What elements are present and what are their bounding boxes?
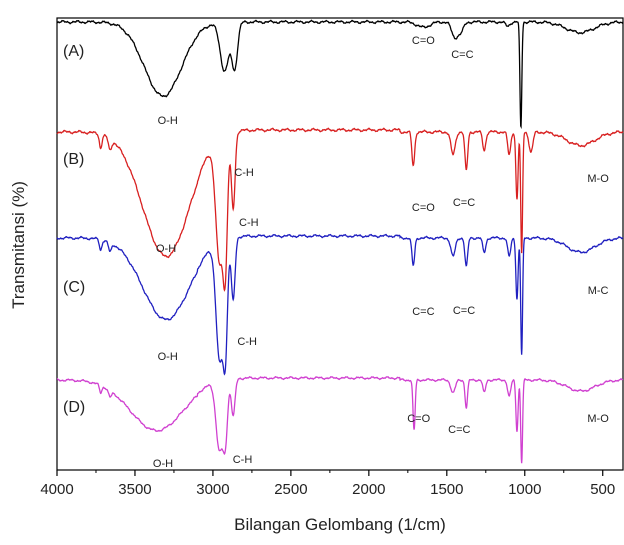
peak-label: C-H [233,454,253,466]
peak-label: O-H [153,458,173,470]
x-tick-label: 500 [590,481,615,498]
panel-label-d: (D) [63,399,85,416]
series-line-a [56,19,624,130]
series-line-d [56,375,624,464]
peak-label: C-H [239,217,259,229]
peak-annotations: O-H C-H C=O C=C O-H C-H C=O C=C M-O O-H C-H C=C C=C M… [153,35,609,470]
peak-label: C=O [412,35,435,47]
x-tick-label: 2500 [274,481,307,498]
panel-label-a: (A) [63,43,84,60]
x-tick-label: 4000 [40,481,73,498]
x-tick-label: 3500 [118,481,151,498]
peak-label: C=C [453,197,475,209]
peak-label: O-H [158,115,178,127]
peak-label: O-H [158,351,178,363]
y-axis-title: Transmitansi (%) [9,181,28,309]
x-axis-ticks: 4000 3500 3000 2500 2000 1500 1000 500 [40,470,615,498]
panel-labels: (A) (B) (C) (D) [63,43,85,416]
panel-label-b: (B) [63,151,84,168]
peak-label: C=O [412,202,435,214]
x-tick-label: 1000 [508,481,541,498]
series-layer [56,19,624,464]
peak-label: O-H [156,243,176,255]
x-tick-label: 1500 [430,481,463,498]
peak-label: C=C [412,306,434,318]
x-tick-label: 3000 [196,481,229,498]
peak-label: M-O [587,173,609,185]
series-line-b [56,127,624,292]
plot-frame [56,17,624,471]
peak-label: C=O [407,413,430,425]
panel-label-c: (C) [63,279,85,296]
peak-label: C=C [448,424,470,436]
peak-label: M-C [588,285,609,297]
x-tick-label: 2000 [352,481,385,498]
peak-label: C-H [237,336,257,348]
peak-label: C=C [453,305,475,317]
peak-label: M-O [587,413,609,425]
series-line-c [56,233,624,376]
peak-label: C=C [451,49,473,61]
x-axis-title: Bilangan Gelombang (1/cm) [234,515,446,534]
peak-label: C-H [234,167,254,179]
